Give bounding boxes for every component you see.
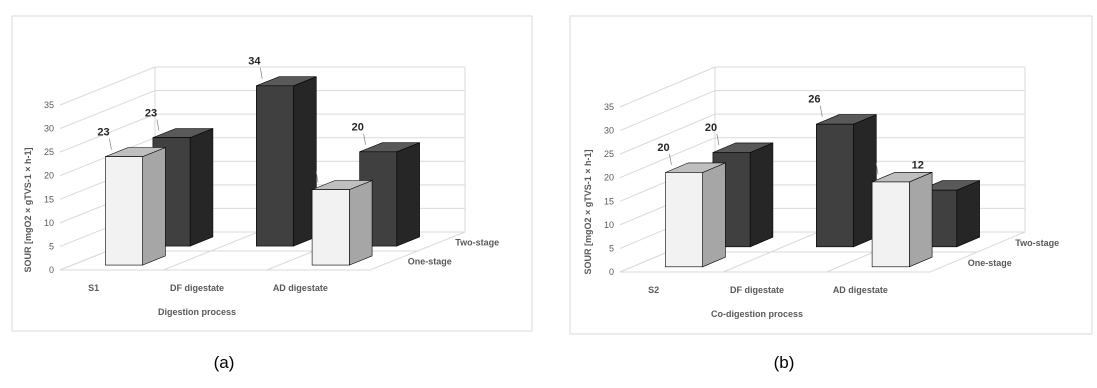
series-label: One-stage <box>408 257 452 267</box>
series-label: Two-stage <box>1015 238 1059 248</box>
y-tick-label: 15 <box>44 194 54 204</box>
side-grid-line <box>619 137 716 179</box>
data-label-leader <box>363 133 366 145</box>
data-label-leader <box>875 163 879 175</box>
chart-a-svg: 0 5 10 15 20 25 30 35 23 34 20 23 16 S1 DF digestate AD… <box>11 15 533 372</box>
chart-border <box>11 15 533 332</box>
data-label-leader <box>819 105 823 117</box>
side-grid-line <box>619 90 716 132</box>
data-label: 12 <box>912 160 924 172</box>
y-tick-label: 0 <box>49 265 54 275</box>
two-stage-bar <box>815 123 854 248</box>
x-category-label: AD digestate <box>273 283 328 293</box>
y-tick-label: 35 <box>604 102 614 112</box>
chart-panel-b: 0 5 10 15 20 25 30 35 20 26 12 20 18 S2 DF digestate AD… <box>549 0 1097 383</box>
panel-label: (b) <box>774 353 795 372</box>
side-grid-line <box>619 66 716 108</box>
data-label-leader <box>669 153 672 165</box>
side-grid-line <box>619 113 716 155</box>
chart-border <box>569 15 1093 335</box>
y-tick-label: 15 <box>604 196 614 206</box>
data-label: 34 <box>248 56 261 68</box>
data-label: 23 <box>145 108 157 120</box>
two-stage-bar <box>255 85 294 247</box>
x-category-label: DF digestate <box>170 283 224 293</box>
one-stage-bar <box>311 189 350 266</box>
y-tick-label: 10 <box>44 218 54 228</box>
data-label: 20 <box>705 122 717 134</box>
one-stage-bar-side <box>142 147 166 266</box>
data-label: 20 <box>657 142 669 154</box>
y-tick-label: 30 <box>44 124 54 134</box>
panel-label: (a) <box>214 353 235 372</box>
y-tick-label: 0 <box>609 267 614 277</box>
two-stage-bar-side <box>749 142 774 248</box>
y-tick-label: 25 <box>604 149 614 159</box>
x-category-label: AD digestate <box>833 285 888 295</box>
two-stage-bar-side <box>396 142 420 247</box>
x-axis-title: Digestion process <box>158 307 236 317</box>
y-axis-title: SOUR [mgO2 × gTVS-1 × h-1] <box>23 147 33 272</box>
chart-panel-a: 0 5 10 15 20 25 30 35 23 34 20 23 16 S1 DF digestate AD… <box>0 0 548 383</box>
data-label-leader <box>716 133 720 145</box>
data-label-leader <box>259 67 263 79</box>
data-label: 23 <box>97 127 109 139</box>
y-tick-label: 10 <box>604 220 614 230</box>
two-stage-bar-side <box>189 128 214 247</box>
data-label: 26 <box>808 94 820 106</box>
data-label: 18 <box>864 151 876 163</box>
x-category-label: S1 <box>88 283 99 293</box>
y-tick-label: 20 <box>604 173 614 183</box>
side-grid-line <box>59 113 156 153</box>
one-stage-bar-side <box>348 180 373 266</box>
series-label: One-stage <box>968 258 1012 268</box>
x-category-label: DF digestate <box>730 285 784 295</box>
one-stage-bar-side <box>908 171 933 268</box>
y-axis-title: SOUR [mgO2 × gTVS-1 × h-1] <box>583 149 593 274</box>
y-tick-label: 5 <box>49 241 54 251</box>
y-tick-label: 20 <box>44 171 54 181</box>
x-axis-title: Co-digestion process <box>711 309 803 319</box>
series-label: Two-stage <box>455 238 499 248</box>
data-label: 16 <box>304 160 316 172</box>
data-label-leader <box>156 119 160 131</box>
one-stage-bar-side <box>702 162 726 268</box>
one-stage-bar <box>105 156 143 266</box>
one-stage-bar <box>871 181 910 268</box>
data-label: 20 <box>352 122 364 134</box>
x-category-label: S2 <box>648 285 659 295</box>
two-stage-bar-side <box>956 180 980 248</box>
side-grid-line <box>59 66 156 106</box>
y-tick-label: 35 <box>44 100 54 110</box>
data-label-leader <box>315 171 319 183</box>
y-tick-label: 5 <box>609 243 614 253</box>
data-label-leader <box>109 138 112 150</box>
y-tick-label: 30 <box>604 126 614 136</box>
y-tick-label: 25 <box>44 147 54 157</box>
chart-b-svg: 0 5 10 15 20 25 30 35 20 26 12 20 18 S2 DF digestate AD… <box>569 15 1093 372</box>
one-stage-bar <box>665 172 703 268</box>
side-grid-line <box>59 90 156 130</box>
